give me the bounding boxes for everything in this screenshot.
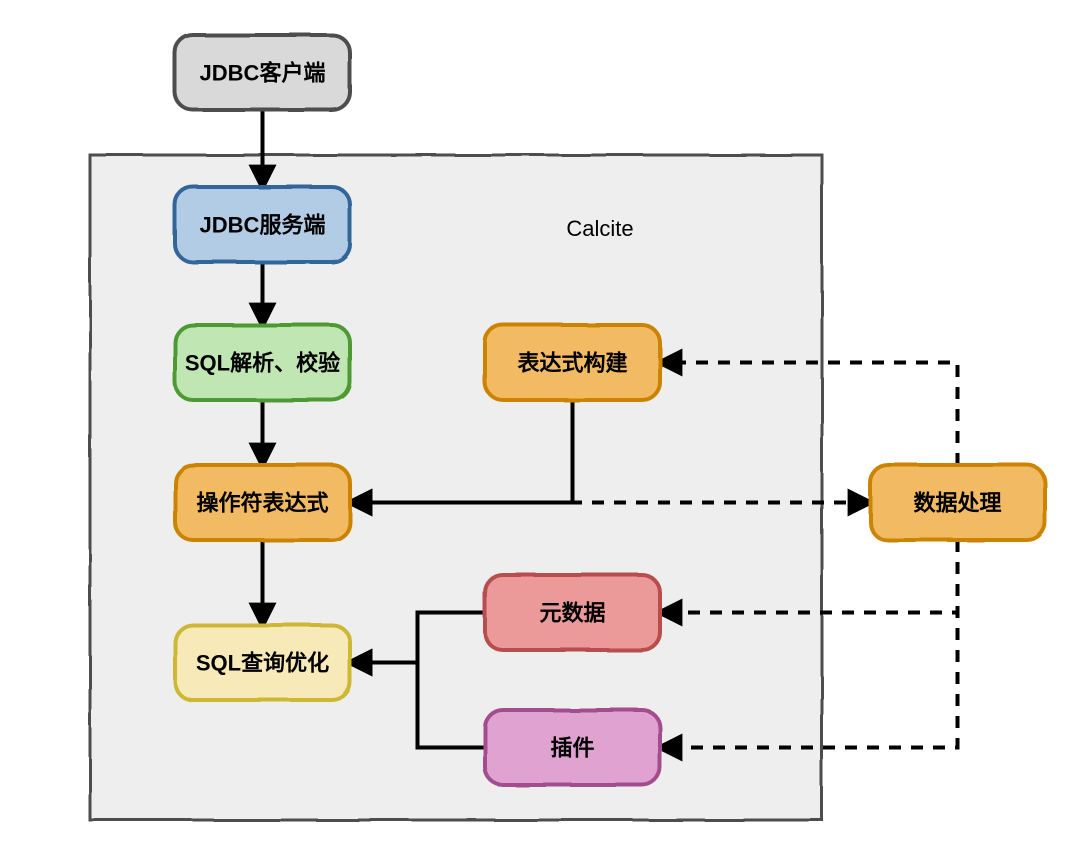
node-label-jdbc_server: JDBC服务端 — [200, 212, 326, 237]
node-label-sql_parse: SQL解析、校验 — [185, 350, 340, 375]
node-label-plugin: 插件 — [550, 735, 594, 760]
calcite-region-label: Calcite — [566, 216, 633, 241]
node-label-sql_opt: SQL查询优化 — [196, 650, 329, 675]
node-label-op_expr: 操作符表达式 — [196, 490, 328, 515]
node-label-data_proc: 数据处理 — [913, 490, 1001, 515]
node-label-metadata: 元数据 — [539, 600, 605, 625]
flowchart-canvas: Calcite JDBC客户端 JDBC服务端 SQL解析、校验操作符表达式 SQL查询… — [0, 0, 1080, 854]
node-label-expr_build: 表达式构建 — [517, 350, 627, 375]
node-label-jdbc_client: JDBC客户端 — [200, 60, 326, 85]
